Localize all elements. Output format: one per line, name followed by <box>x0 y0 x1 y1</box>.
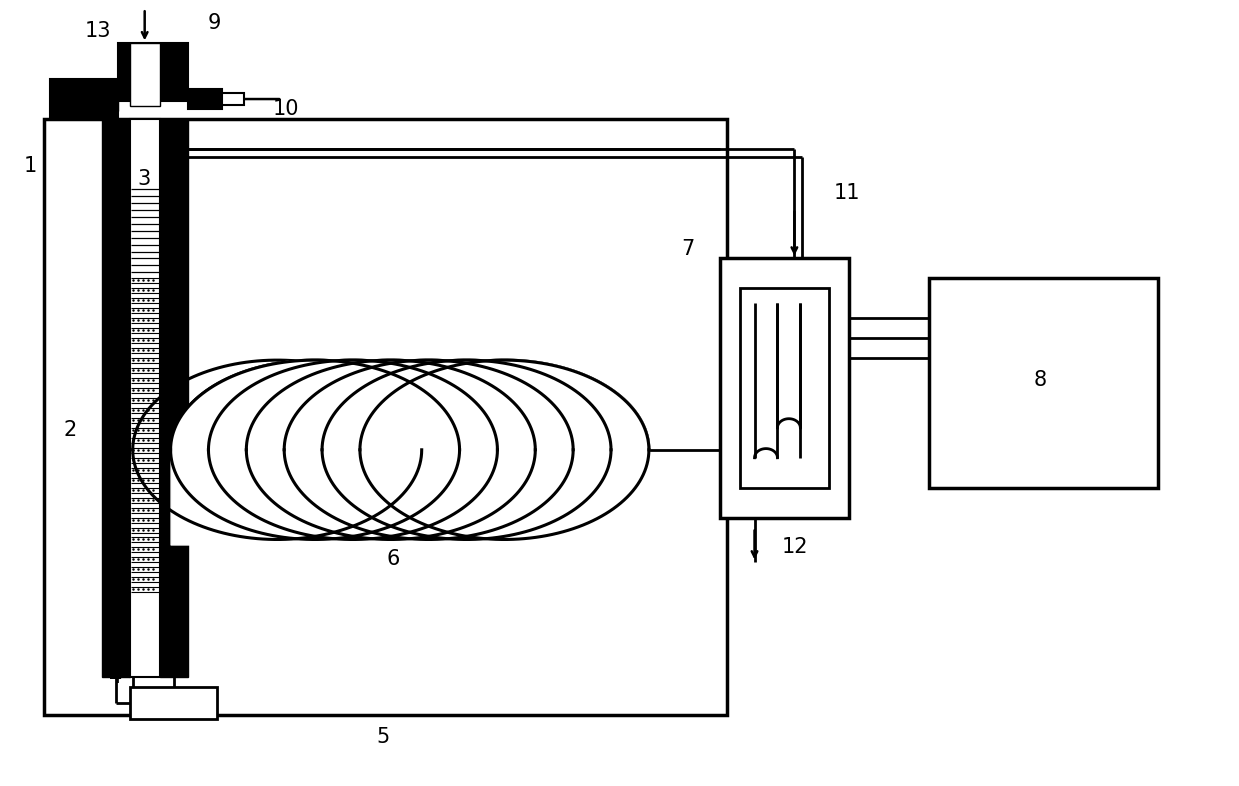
Text: 3: 3 <box>138 169 150 189</box>
Bar <box>720 259 849 517</box>
Bar <box>118 43 187 101</box>
Text: 12: 12 <box>782 538 809 557</box>
Text: 7: 7 <box>681 238 694 259</box>
Text: 8: 8 <box>1033 370 1047 390</box>
Text: 13: 13 <box>84 21 112 42</box>
Bar <box>50 79 118 119</box>
Bar <box>223 93 244 105</box>
Text: 6: 6 <box>387 549 399 569</box>
Text: 5: 5 <box>377 727 389 747</box>
Bar <box>130 687 217 719</box>
Text: 11: 11 <box>834 182 860 203</box>
Bar <box>740 288 829 487</box>
Bar <box>45 119 726 714</box>
Bar <box>160 119 187 677</box>
Text: 2: 2 <box>63 420 77 440</box>
Bar <box>187 89 223 109</box>
Text: 9: 9 <box>208 13 221 33</box>
Bar <box>102 119 130 677</box>
Text: 4: 4 <box>109 667 123 687</box>
Text: 1: 1 <box>24 156 37 176</box>
Bar <box>130 119 160 677</box>
Bar <box>130 43 160 106</box>
Text: 10: 10 <box>273 99 300 119</box>
Bar <box>929 278 1158 487</box>
